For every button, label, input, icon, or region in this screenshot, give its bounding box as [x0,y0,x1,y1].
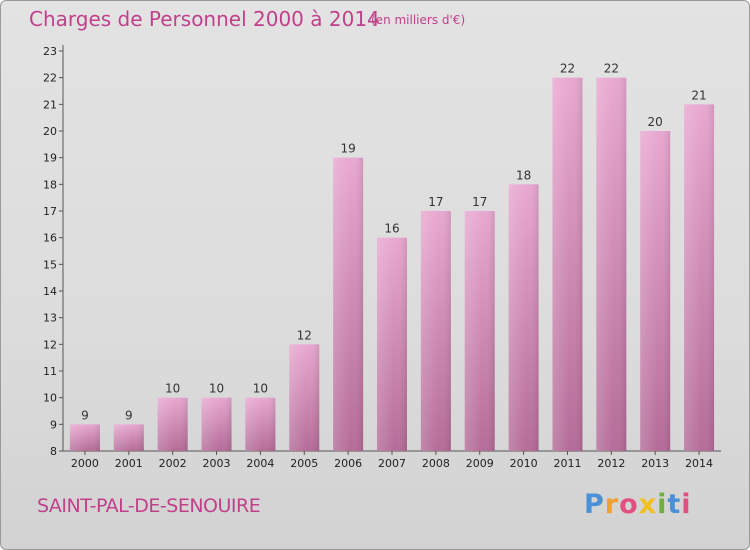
logo-letter: i [657,489,668,520]
bar-shade [157,397,188,451]
bar-value-label: 19 [340,142,355,156]
bar-value-label: 9 [81,408,89,422]
x-tick-label: 2003 [203,457,231,470]
bar-shade [333,157,364,451]
x-tick-label: 2007 [378,457,406,470]
logo-letter: t [667,489,682,520]
y-tick-label: 22 [43,72,57,85]
y-tick-label: 11 [43,365,57,378]
bar-value-label: 10 [165,382,180,396]
y-tick-label: 19 [43,152,57,165]
logo-letter: i [681,489,692,520]
bar-shade [464,211,495,451]
chart-title: Charges de Personnel 2000 à 2014 [29,7,380,31]
bar-shade [113,424,144,451]
y-tick-label: 15 [43,258,57,271]
x-tick-label: 2010 [510,457,538,470]
x-tick-label: 2009 [466,457,494,470]
logo-letter: x [638,489,658,520]
bar-value-label: 10 [209,382,224,396]
bar-value-label: 22 [560,62,575,76]
bar-value-label: 16 [384,222,399,236]
labels: 2000 9 2001 9 2002 10 2003 10 2004 10 2005 12 2006 19… [71,62,713,470]
bar-value-label: 12 [297,328,312,342]
x-tick-label: 2006 [334,457,362,470]
logo-letter: o [619,489,639,520]
bar-shade [289,344,320,451]
x-tick-label: 2002 [159,457,187,470]
bar-shade [245,397,276,451]
x-tick-label: 2005 [290,457,318,470]
bar-value-label: 9 [125,408,133,422]
y-tick-label: 16 [43,232,57,245]
y-tick-label: 13 [43,312,57,325]
bar-value-label: 17 [428,195,443,209]
x-tick-label: 2014 [685,457,713,470]
bar-shade [508,184,539,452]
chart-subtitle: (en milliers d'€) [371,13,466,27]
x-tick-label: 2012 [597,457,625,470]
y-tick-label: 20 [43,125,57,138]
x-tick-label: 2008 [422,457,450,470]
y-tick-label: 14 [43,285,57,298]
x-tick-label: 2000 [71,457,99,470]
bar-value-label: 22 [604,62,619,76]
x-tick-label: 2013 [641,457,669,470]
logo-letter: P [584,489,605,520]
bar-shade [69,424,100,451]
bar-shade [552,77,583,452]
y-tick-label: 8 [50,445,57,458]
y-tick-label: 12 [43,338,57,351]
bar-shade [420,211,451,451]
proxiti-logo: Proxiti [584,489,692,520]
bar-shade [377,237,407,451]
bar-value-label: 18 [516,168,531,182]
bar-value-label: 10 [253,382,268,396]
x-tick-label: 2011 [553,457,581,470]
axes: 8 9 10 11 12 13 14 15 16 17 18 19 20 21 22 23 [43,45,721,458]
bars [69,77,715,452]
y-tick-label: 9 [50,418,57,431]
logo-letter: r [604,489,620,520]
bar-value-label: 21 [691,88,706,102]
commune-name: SAINT-PAL-DE-SENOUIRE [37,495,261,517]
bar-shade [684,104,715,451]
bar-shade [640,131,671,451]
y-tick-label: 23 [43,45,57,58]
y-tick-label: 18 [43,178,57,191]
bar-shade [201,397,232,451]
y-tick-label: 10 [43,392,57,405]
bar-value-label: 20 [648,115,663,129]
y-tick-label: 17 [43,205,57,218]
y-tick-label: 21 [43,98,57,111]
bar-value-label: 17 [472,195,487,209]
x-tick-label: 2001 [115,457,143,470]
bar-shade [596,77,627,452]
x-tick-label: 2004 [246,457,274,470]
